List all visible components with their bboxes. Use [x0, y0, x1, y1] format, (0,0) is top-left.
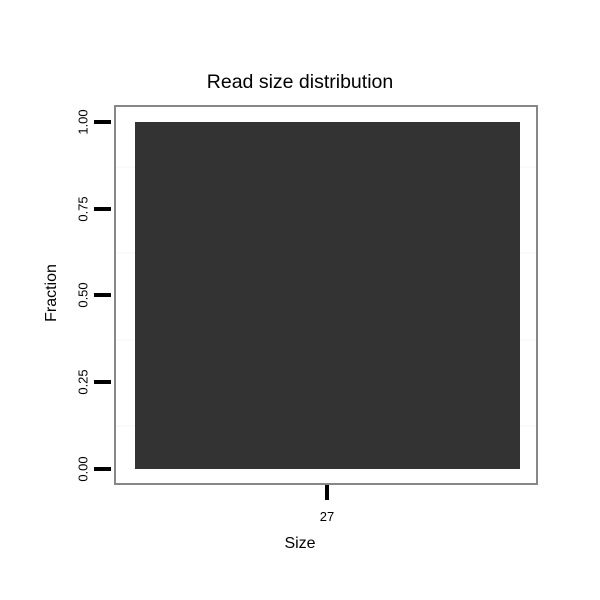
- y-tick-mark-4: [94, 120, 111, 124]
- x-tick-mark-0: [325, 485, 329, 500]
- y-tick-label-text: 0.75: [75, 196, 91, 222]
- y-tick-label-text: 0.50: [75, 282, 91, 308]
- y-tick-mark-2: [94, 293, 111, 297]
- y-axis-label-text: Fraction: [43, 264, 60, 322]
- chart-title: Read size distribution: [206, 71, 394, 93]
- y-tick-mark-1: [94, 380, 111, 384]
- y-tick-mark-0: [94, 467, 111, 471]
- y-tick-label-text: 0.00: [75, 456, 91, 482]
- y-tick-label-text: 0.25: [75, 369, 91, 395]
- x-axis-label: Size: [284, 535, 316, 552]
- y-tick-label-text: 1.00: [75, 109, 91, 135]
- y-tick-mark-3: [94, 207, 111, 211]
- plot-data-region: [135, 122, 520, 469]
- bar-series-27: [135, 122, 520, 469]
- x-tick-label-0: 27: [319, 509, 335, 524]
